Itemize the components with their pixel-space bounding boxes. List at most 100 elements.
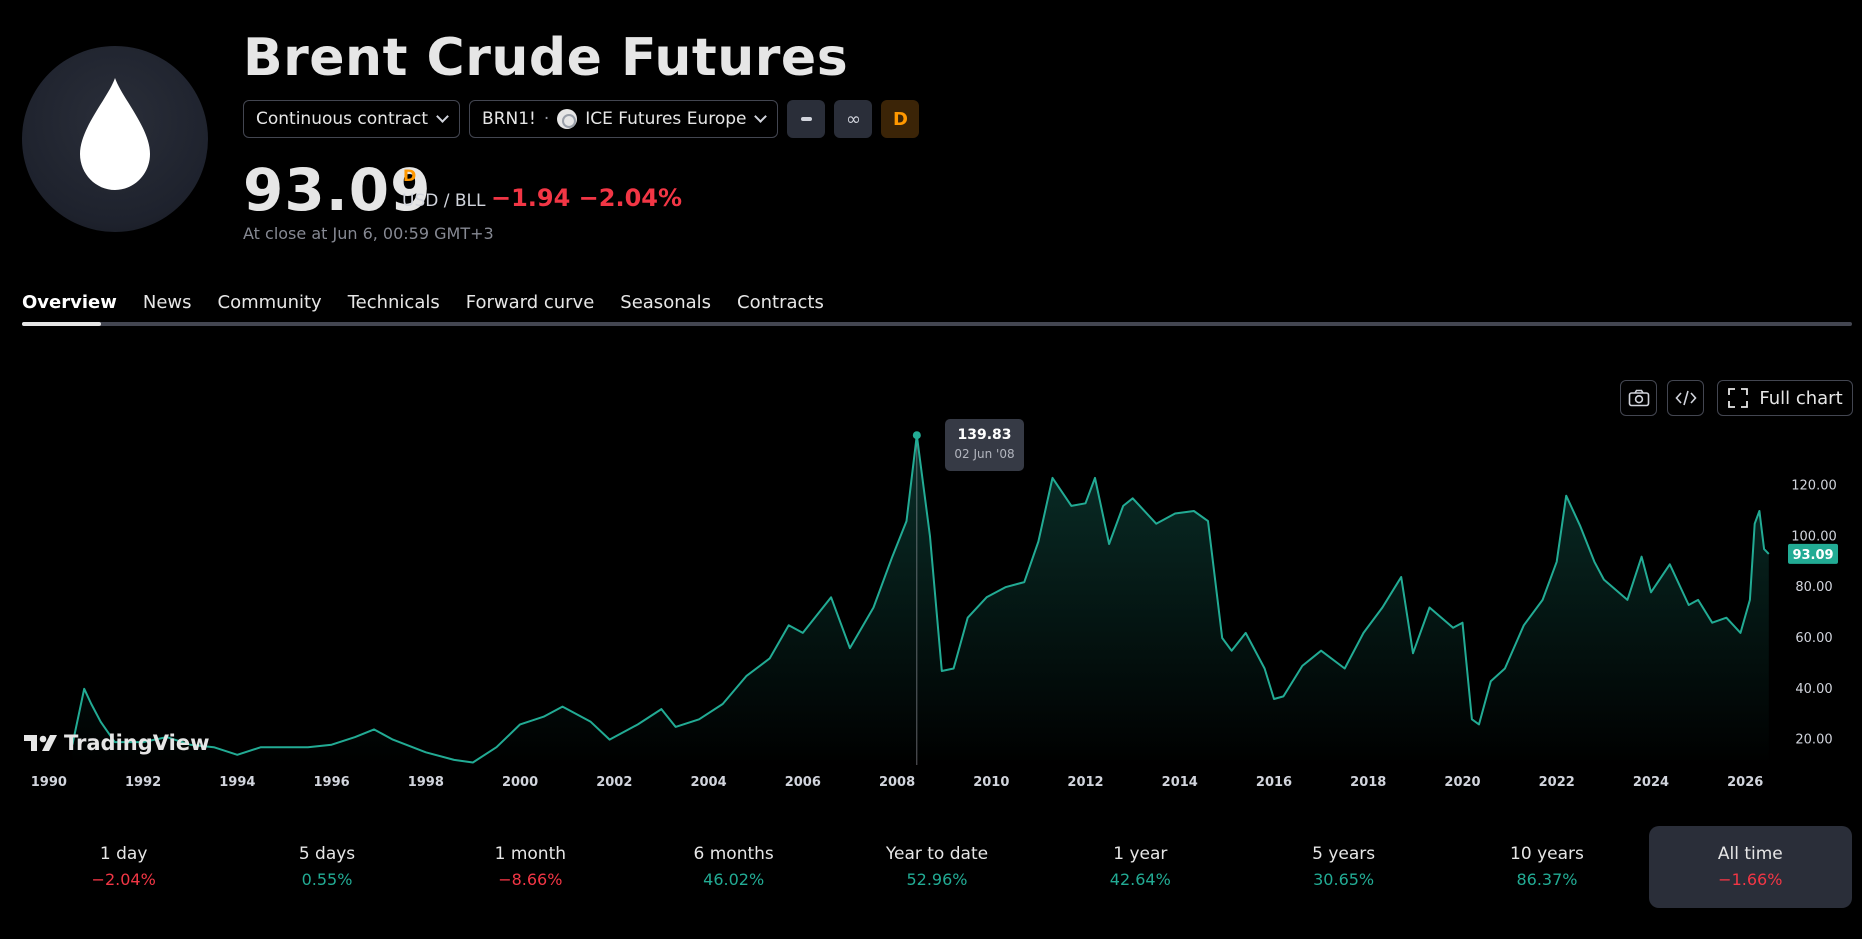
x-tick-label: 2020 (1444, 775, 1480, 790)
x-tick-label: 1992 (125, 775, 161, 790)
x-tick-label: 2010 (973, 775, 1009, 790)
x-tick-label: 2004 (690, 775, 726, 790)
period-1-day[interactable]: 1 day −2.04% (22, 826, 225, 908)
x-tick-label: 2012 (1067, 775, 1103, 790)
price-unit: USD / BLL (402, 191, 486, 211)
price-area-fill (72, 435, 1769, 765)
y-tick-label: 100.00 (1791, 529, 1837, 544)
y-tick-label: 60.00 (1795, 631, 1832, 646)
period-label: 1 day (99, 844, 148, 864)
last-price: 93.09 (243, 156, 432, 224)
separator-dot: · (543, 109, 550, 129)
tab-forward-curve[interactable]: Forward curve (465, 292, 595, 313)
tab-overview[interactable]: Overview (22, 292, 117, 313)
tab-underline (22, 322, 1852, 326)
tab-active-indicator (22, 322, 101, 326)
period-change: 30.65% (1313, 870, 1375, 889)
period-label: 10 years (1510, 844, 1584, 864)
period-label: 6 months (693, 844, 774, 864)
contract-select-label: Continuous contract (256, 109, 429, 129)
tooltip-value: 139.83 (957, 427, 1012, 443)
tab-news[interactable]: News (142, 292, 192, 313)
x-tick-label: 1996 (313, 775, 349, 790)
exchange-select[interactable]: BRN1! · ICE Futures Europe (469, 100, 779, 138)
x-tick-label: 2008 (879, 775, 915, 790)
x-tick-label: 2026 (1727, 775, 1763, 790)
x-tick-label: 2000 (502, 775, 538, 790)
period-change: 42.64% (1109, 870, 1171, 889)
period-change: 52.96% (906, 870, 968, 889)
delayed-badge[interactable]: D (881, 100, 920, 138)
tooltip-date: 02 Jun '08 (954, 447, 1015, 461)
x-tick-label: 1994 (219, 775, 255, 790)
page-title: Brent Crude Futures (243, 28, 849, 88)
chevron-down-icon (754, 110, 768, 123)
x-tick-label: 2018 (1350, 775, 1386, 790)
period-6-months[interactable]: 6 months 46.02% (632, 826, 835, 908)
price-chart[interactable]: 20.00 40.00 60.00 80.00 100.00 120.00 93.09 199… (0, 410, 1862, 800)
period-label: 1 month (494, 844, 567, 864)
period-change: −2.04% (91, 870, 156, 889)
code-icon (1674, 390, 1697, 406)
period-year-to-date[interactable]: Year to date 52.96% (835, 826, 1038, 908)
period-label: 1 year (1113, 844, 1168, 864)
symbol-logo (22, 46, 208, 232)
x-tick-label: 2014 (1162, 775, 1198, 790)
tradingview-mark-icon (24, 735, 57, 751)
minus-button[interactable] (787, 100, 826, 138)
y-tick-label: 20.00 (1795, 733, 1832, 748)
period-label: 5 days (298, 844, 356, 864)
oil-drop-icon (80, 78, 150, 190)
performance-periods: 1 day −2.04% 5 days 0.55% 1 month −8.66% 6 mon… (22, 826, 1852, 908)
tradingview-logo[interactable]: TradingView (24, 731, 209, 755)
last-price-label: 93.09 (1792, 548, 1833, 563)
tab-technicals[interactable]: Technicals (347, 292, 440, 313)
infinity-button[interactable]: ∞ (834, 100, 873, 138)
period-5-years[interactable]: 5 years 30.65% (1242, 826, 1445, 908)
contract-select[interactable]: Continuous contract (243, 100, 461, 138)
period-label: 5 years (1312, 844, 1376, 864)
period-all-time[interactable]: All time −1.66% (1648, 826, 1852, 908)
exchange-label: ICE Futures Europe (585, 109, 747, 129)
period-change: 86.37% (1516, 870, 1578, 889)
chart-tooltip: 139.83 02 Jun '08 (945, 419, 1024, 471)
symbol-label: BRN1! (482, 109, 536, 129)
x-tick-label: 2016 (1256, 775, 1292, 790)
y-tick-label: 80.00 (1795, 580, 1832, 595)
delayed-indicator: D (403, 166, 417, 185)
full-chart-button[interactable]: Full chart (1717, 380, 1853, 416)
tab-seasonals[interactable]: Seasonals (620, 292, 712, 313)
period-5-days[interactable]: 5 days 0.55% (225, 826, 428, 908)
period-change: −8.66% (498, 870, 563, 889)
tab-contracts[interactable]: Contracts (737, 292, 824, 313)
y-tick-label: 120.00 (1791, 479, 1837, 494)
snapshot-button[interactable] (1620, 380, 1657, 416)
price-line (71, 434, 1770, 764)
tooltip-point (912, 431, 921, 440)
x-tick-label: 2006 (785, 775, 821, 790)
period-change: 46.02% (703, 870, 765, 889)
x-tick-label: 2022 (1539, 775, 1575, 790)
period-10-years[interactable]: 10 years 86.37% (1445, 826, 1648, 908)
chevron-down-icon (436, 110, 449, 123)
period-label: Year to date (885, 844, 989, 864)
period-1-month[interactable]: 1 month −8.66% (429, 826, 632, 908)
price-change: −1.94 −2.04% (491, 184, 683, 212)
x-tick-label: 2024 (1633, 775, 1669, 790)
x-tick-label: 1998 (408, 775, 444, 790)
tab-bar: Overview News Community Technicals Forwa… (22, 292, 824, 327)
close-timestamp: At close at Jun 6, 00:59 GMT+3 (243, 224, 494, 243)
tradingview-wordmark: TradingView (64, 731, 210, 755)
x-tick-label: 2002 (596, 775, 632, 790)
fullscreen-icon (1728, 388, 1749, 408)
period-1-year[interactable]: 1 year 42.64% (1039, 826, 1242, 908)
symbol-toolbar: Continuous contract BRN1! · ICE Futures … (243, 100, 920, 138)
full-chart-label: Full chart (1759, 387, 1843, 409)
period-change: 0.55% (301, 870, 353, 889)
last-price-marker (1788, 543, 1838, 564)
tab-community[interactable]: Community (217, 292, 322, 313)
period-change: −1.66% (1718, 870, 1783, 889)
camera-icon (1628, 389, 1649, 407)
period-label: All time (1717, 844, 1783, 864)
embed-button[interactable] (1667, 380, 1704, 416)
